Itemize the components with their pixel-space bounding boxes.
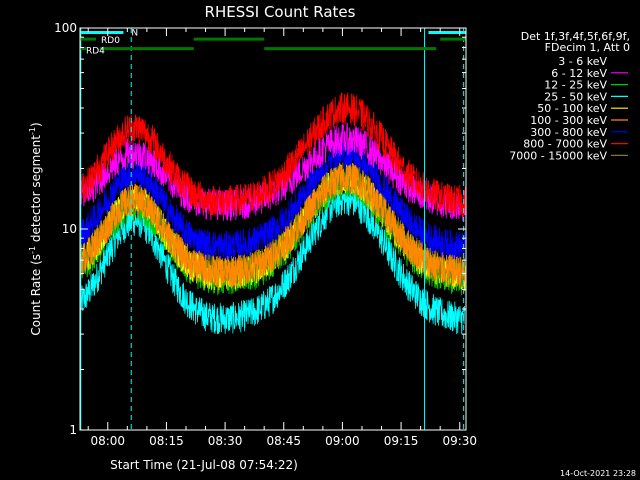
x-axis-label: Start Time (21-Jul-08 07:54:22) xyxy=(110,458,298,472)
x-tick-label-0: 08:00 xyxy=(90,434,125,448)
y-axis-label-end: detector segment xyxy=(29,135,43,246)
legend: Det 1f,3f,4f,5f,6f,9f, FDecim 1, Att 0 3… xyxy=(509,30,630,162)
legend-label-4: 50 - 100 keV xyxy=(537,102,607,115)
legend-header-line-1: Det 1f,3f,4f,5f,6f,9f, xyxy=(521,30,630,43)
legend-label-8: 7000 - 15000 keV xyxy=(509,149,607,162)
series-layer xyxy=(80,92,466,335)
x-tick-label-4: 09:00 xyxy=(325,434,360,448)
flag-bar-label-2: RD4 xyxy=(86,47,105,57)
y-tick-label-1: 10 xyxy=(62,222,77,236)
x-tick-label-1: 08:15 xyxy=(149,434,184,448)
legend-label-1: 6 - 12 keV xyxy=(551,67,607,80)
y-axis-label: Count Rate (s-1 detector segment-1) xyxy=(28,122,43,335)
flag-bar-label-0: N xyxy=(131,28,138,38)
y-axis-label-sup2: -1 xyxy=(28,127,37,135)
legend-label-2: 12 - 25 keV xyxy=(544,79,607,92)
y-axis-label-sup: -1 xyxy=(28,246,37,254)
legend-label-0: 3 - 6 keV xyxy=(558,55,607,68)
render-timestamp: 14-Oct-2021 23:28 xyxy=(560,469,636,478)
chart-title: RHESSI Count Rates xyxy=(205,3,356,21)
x-tick-label-6: 09:30 xyxy=(442,434,477,448)
x-tick-label-2: 08:30 xyxy=(208,434,243,448)
series-line-5 xyxy=(80,163,466,288)
y-axis-label-close: ) xyxy=(29,122,43,127)
legend-header-line-2: FDecim 1, Att 0 xyxy=(545,41,630,54)
y-tick-label-0: 100 xyxy=(54,21,77,35)
flag-bar-label-1: RD0 xyxy=(101,36,120,46)
legend-label-7: 800 - 7000 keV xyxy=(523,138,607,151)
series-line-7 xyxy=(80,92,466,217)
x-tick-label-3: 08:45 xyxy=(266,434,301,448)
series-line-6 xyxy=(80,141,466,263)
legend-label-5: 100 - 300 keV xyxy=(530,114,607,127)
axes: 08:00 08:15 08:30 08:45 09:00 09:15 09:30 100 10… xyxy=(54,21,477,448)
y-tick-label-2: 1 xyxy=(69,423,77,437)
legend-label-6: 300 - 800 keV xyxy=(530,126,607,139)
y-axis-label-main: Count Rate (s xyxy=(29,254,43,336)
legend-label-3: 25 - 50 keV xyxy=(544,90,607,103)
x-tick-label-5: 09:15 xyxy=(384,434,419,448)
